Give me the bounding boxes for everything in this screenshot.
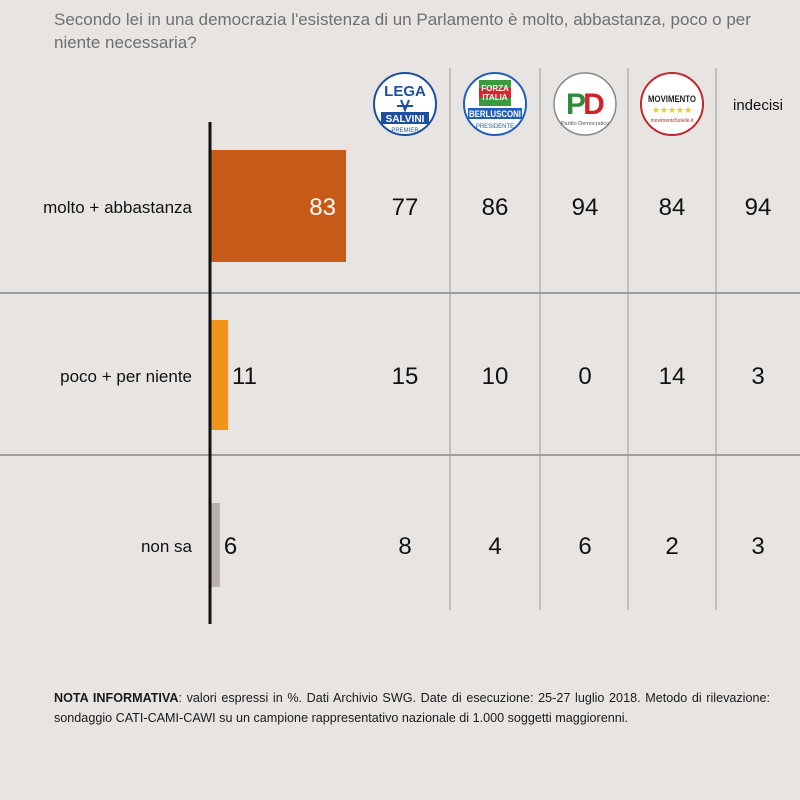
table-value: 86 [482, 194, 509, 221]
logo-text: D [583, 88, 605, 121]
logo-text: movimento5stelle.it [651, 118, 694, 124]
table-value: 94 [572, 194, 599, 221]
logo-text: ★★★★★ [652, 106, 692, 116]
logo-text: ITALIA [482, 93, 507, 102]
category-label: molto + abbastanza [43, 198, 192, 217]
table-value: 3 [751, 363, 764, 390]
table-value: 84 [659, 194, 686, 221]
table-value: 6 [578, 533, 591, 560]
lega-logo: LEGA SALVINI PREMIER [373, 72, 437, 136]
bar-value-label: 83 [309, 194, 336, 221]
logo-text: BERLUSCONI [469, 109, 521, 119]
logo-text: SALVINI [386, 114, 425, 125]
table-value: 15 [392, 363, 419, 390]
logo-text: LEGA [384, 83, 426, 100]
table-value: 2 [665, 533, 678, 560]
note-label: NOTA INFORMATIVA [54, 691, 179, 705]
note-text: : valori espressi in %. Dati Archivio SW… [54, 691, 770, 725]
bar [210, 150, 346, 262]
category-label: non sa [141, 537, 193, 556]
table-value: 77 [392, 194, 419, 221]
table-value: 94 [745, 194, 772, 221]
bar-value-label: 6 [224, 533, 237, 560]
table-value: 8 [398, 533, 411, 560]
logo-text: FORZA [481, 84, 509, 93]
logo-text: PRESIDENTE [476, 124, 514, 130]
column-header-indecisi: indecisi [733, 97, 783, 114]
table-value: 14 [659, 363, 686, 390]
bar-value-label: 11 [232, 363, 257, 390]
table-value: 4 [488, 533, 501, 560]
category-label: poco + per niente [60, 367, 192, 386]
table-value: 0 [578, 363, 591, 390]
table-value: 3 [751, 533, 764, 560]
logo-text: PREMIER [391, 128, 419, 134]
table-value: 10 [482, 363, 509, 390]
logo-text: MOVIMENTO [648, 94, 696, 105]
bar [210, 320, 229, 430]
bar [210, 503, 220, 587]
logo-text: Partito Democratico [561, 121, 609, 127]
note: NOTA INFORMATIVA: valori espressi in %. … [54, 688, 770, 728]
m5s-logo: MOVIMENTO★★★★★ movimento5stelle.it [640, 72, 704, 136]
logo-text: P [566, 88, 586, 121]
chart-title: Secondo lei in una democrazia l'esistenz… [54, 10, 751, 52]
